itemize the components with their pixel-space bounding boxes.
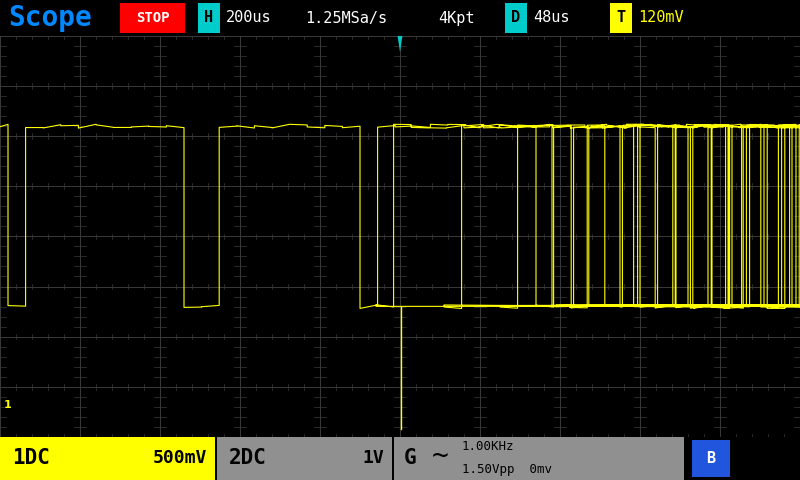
Text: H: H (205, 11, 214, 25)
Text: 48us: 48us (533, 11, 570, 25)
Polygon shape (398, 36, 402, 52)
Text: 1V: 1V (362, 449, 384, 468)
FancyBboxPatch shape (0, 437, 215, 480)
Text: STOP: STOP (136, 11, 170, 25)
FancyBboxPatch shape (692, 440, 730, 477)
Text: 4Kpt: 4Kpt (438, 11, 474, 25)
Text: D: D (511, 11, 521, 25)
FancyBboxPatch shape (198, 3, 220, 33)
Text: G: G (404, 448, 417, 468)
FancyBboxPatch shape (120, 3, 185, 33)
Text: ~: ~ (432, 442, 449, 470)
Text: 500mV: 500mV (153, 449, 207, 468)
Text: 1.25MSa/s: 1.25MSa/s (305, 11, 387, 25)
FancyBboxPatch shape (610, 3, 632, 33)
Text: 2DC: 2DC (229, 448, 267, 468)
Text: Scope: Scope (8, 4, 92, 32)
Text: 1.50Vpp  0mv: 1.50Vpp 0mv (462, 463, 552, 476)
Text: 200us: 200us (226, 11, 272, 25)
Text: 1: 1 (3, 400, 11, 410)
Text: B: B (706, 451, 715, 466)
Text: 1DC: 1DC (12, 448, 50, 468)
FancyBboxPatch shape (217, 437, 392, 480)
Text: T: T (617, 11, 626, 25)
Text: 120mV: 120mV (638, 11, 684, 25)
Text: 1.00KHz: 1.00KHz (462, 440, 514, 453)
FancyBboxPatch shape (505, 3, 527, 33)
FancyBboxPatch shape (394, 437, 684, 480)
